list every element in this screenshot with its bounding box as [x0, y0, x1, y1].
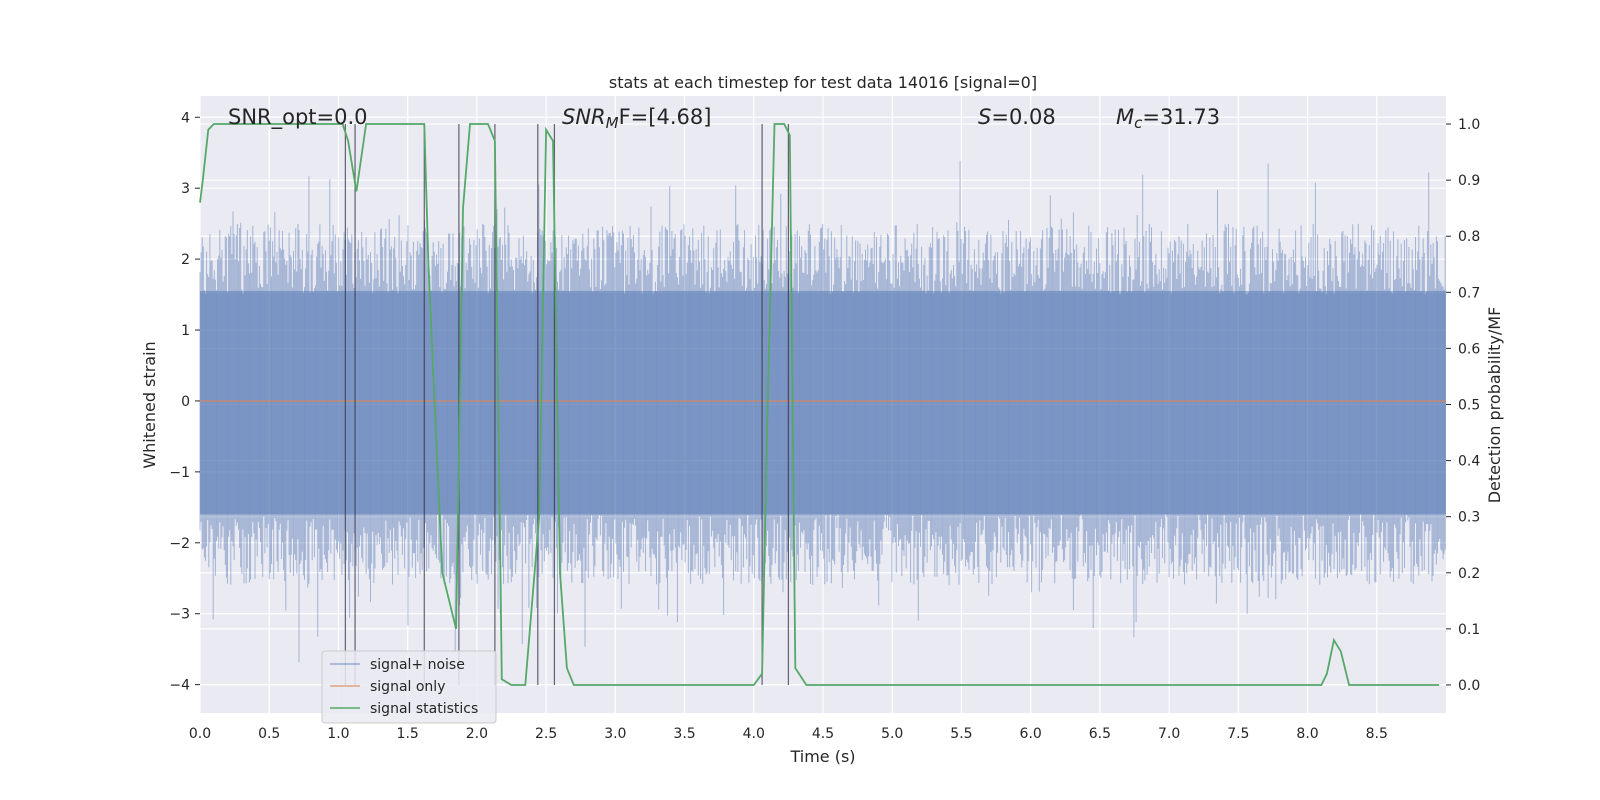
y2-tick-label: 0.3: [1458, 510, 1480, 526]
y2-tick-label: 0.6: [1458, 341, 1480, 357]
y-tick-labels: −4 −3 −2 −1 0 1 2 3 4: [169, 110, 200, 694]
annotation-snr-mf-base: SNR: [562, 105, 606, 129]
y2-tick-label: 0.1: [1458, 622, 1480, 638]
y-tick-label: 2: [181, 252, 190, 268]
y2-tick-label: 0.2: [1458, 566, 1480, 582]
y-tick-label: −2: [169, 536, 190, 552]
annotation-s-rest: =0.08: [991, 105, 1055, 129]
x-tick-label: 7.0: [1158, 726, 1180, 742]
y2-tick-label: 0.9: [1458, 173, 1480, 189]
y2-tick-label: 0.4: [1458, 454, 1480, 470]
y2-tick-label: 0.5: [1458, 398, 1480, 414]
x-tick-label: 6.5: [1089, 726, 1111, 742]
annotation-snr-mf-rest: F=[4.68]: [619, 105, 712, 129]
y2-tick-label: 0.8: [1458, 229, 1480, 245]
y2-tick-labels: 0.0 0.1 0.2 0.3 0.4 0.5 0.6 0.7 0.8 0.9 1.0: [1446, 117, 1480, 694]
legend-box: [321, 650, 497, 724]
annotation-s-base: S: [978, 105, 991, 129]
x-tick-labels: 0.0 0.5 1.0 1.5 2.0 2.5 3.0 3.5 4.0 4.5 5.0 5.5 6.0 6…: [189, 726, 1388, 742]
y-tick-label: 4: [181, 110, 190, 126]
x-tick-label: 0.0: [189, 726, 211, 742]
x-tick-label: 8.0: [1296, 726, 1318, 742]
annotation-snr-mf: SNRMF=[4.68]: [562, 105, 711, 132]
y-tick-label: −1: [169, 465, 190, 481]
y-tick-label: 3: [181, 181, 190, 197]
y2-tick-label: 1.0: [1458, 117, 1480, 133]
annotation-mc: Mc=31.73: [1116, 105, 1220, 132]
y-axis-label: Whitened strain: [140, 341, 159, 468]
x-tick-label: 2.0: [466, 726, 488, 742]
noise-band: [200, 291, 1446, 515]
y2-axis-label: Detection probability/MF: [1485, 307, 1504, 504]
y-tick-label: 1: [181, 323, 190, 339]
annotation-s: S=0.08: [978, 105, 1056, 129]
legend-label-stats: signal statistics: [370, 701, 478, 717]
y-tick-label: −3: [169, 607, 190, 623]
x-tick-label: 5.0: [881, 726, 903, 742]
y2-tick-label: 0.0: [1458, 678, 1480, 694]
x-tick-label: 2.5: [535, 726, 557, 742]
y-tick-label: 0: [181, 394, 190, 410]
chart-title: stats at each timestep for test data 140…: [609, 73, 1037, 92]
x-tick-label: 6.0: [1020, 726, 1042, 742]
annotation-mc-sub: c: [1134, 114, 1143, 132]
signal-statistics-line: [199, 123, 1440, 686]
x-tick-label: 1.5: [397, 726, 419, 742]
x-axis-label: Time (s): [789, 747, 855, 766]
x-tick-label: 4.5: [812, 726, 834, 742]
vertical-markers: [344, 124, 789, 685]
signal-statistics-series: [199, 123, 1440, 686]
annotation-snr-mf-sub: M: [606, 114, 619, 132]
x-tick-label: 5.5: [950, 726, 972, 742]
noise-series: [199, 160, 1446, 663]
annotation-mc-base: M: [1116, 105, 1134, 129]
legend-label-noise: signal+ noise: [370, 657, 465, 673]
annotation-snr-opt: SNR_opt=0.0: [228, 105, 368, 130]
y-tick-label: −4: [169, 678, 190, 694]
legend-label-signal: signal only: [370, 679, 445, 695]
x-tick-label: 3.5: [673, 726, 695, 742]
y2-tick-label: 0.7: [1458, 285, 1480, 301]
x-tick-label: 8.5: [1366, 726, 1388, 742]
legend: signal+ noise signal only signal statist…: [321, 650, 497, 724]
x-tick-label: 7.5: [1227, 726, 1249, 742]
x-tick-label: 0.5: [258, 726, 280, 742]
annotation-mc-rest: =31.73: [1142, 105, 1220, 129]
x-tick-label: 1.0: [327, 726, 349, 742]
x-tick-label: 3.0: [604, 726, 626, 742]
x-tick-label: 4.0: [743, 726, 765, 742]
